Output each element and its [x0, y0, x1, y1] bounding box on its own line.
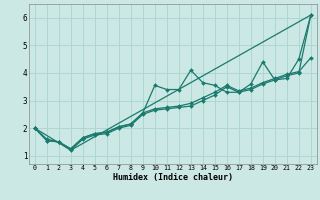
- X-axis label: Humidex (Indice chaleur): Humidex (Indice chaleur): [113, 173, 233, 182]
